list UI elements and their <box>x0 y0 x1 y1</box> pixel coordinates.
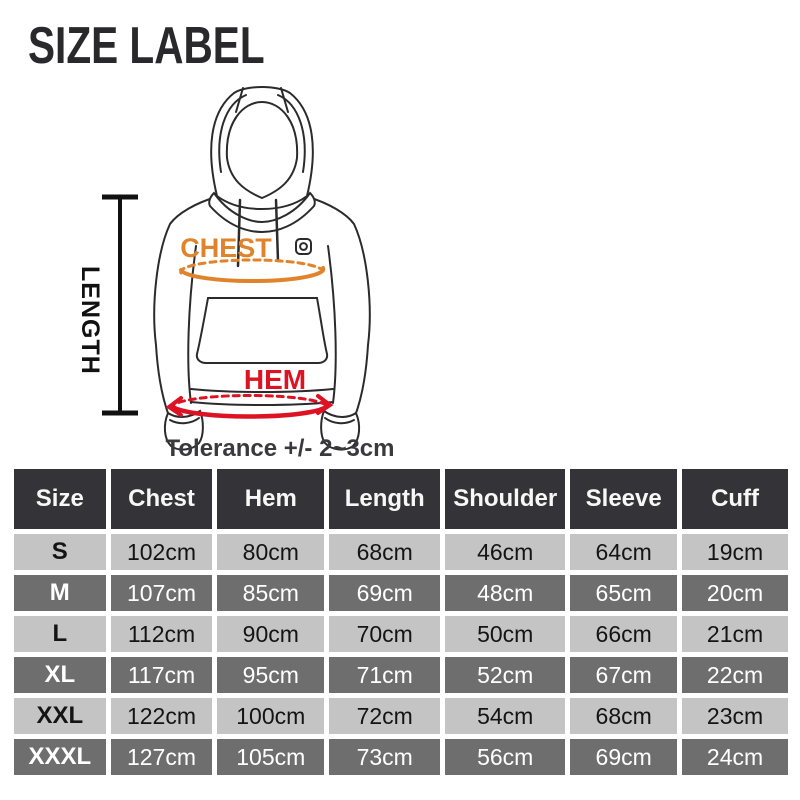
cuff-cell: 23cm <box>682 698 788 734</box>
length-measure-line <box>102 194 138 416</box>
table-row-l: L 112cm 90cm 70cm 50cm 66cm 21cm <box>14 616 788 652</box>
length-cell: 71cm <box>329 657 441 693</box>
left-sleeve-outline <box>153 196 217 417</box>
chest-cell: 122cm <box>110 698 213 734</box>
size-cell: XXXL <box>14 739 106 775</box>
shoulder-cell: 50cm <box>445 616 566 652</box>
length-cell: 70cm <box>329 616 441 652</box>
shoulder-cell: 54cm <box>445 698 566 734</box>
column-header-size: Size <box>14 469 106 529</box>
chest-ellipse-dashed-arc <box>179 258 325 275</box>
cuff-cell: 24cm <box>682 739 788 775</box>
hem-seam-line <box>190 388 334 393</box>
cuff-cell: 20cm <box>682 575 788 611</box>
shoulder-cell: 56cm <box>445 739 566 775</box>
right-drawstring <box>274 198 280 263</box>
chest-cell: 117cm <box>110 657 213 693</box>
hoodie-outline <box>153 86 371 451</box>
hem-right-arrowhead <box>316 394 334 415</box>
sleeve-cell: 67cm <box>570 657 678 693</box>
cuff-cell: 21cm <box>682 616 788 652</box>
column-header-chest: Chest <box>110 469 213 529</box>
chest-cell: 102cm <box>110 534 213 570</box>
page-title: SIZE LABEL <box>28 17 265 75</box>
size-cell: M <box>14 575 106 611</box>
sleeve-cell: 65cm <box>570 575 678 611</box>
table-row-xxl: XXL 122cm 100cm 72cm 54cm 68cm 23cm <box>14 698 788 734</box>
chest-label: CHEST <box>180 233 272 263</box>
shoulder-cell: 52cm <box>445 657 566 693</box>
hem-label: HEM <box>244 364 306 395</box>
size-table: Size Chest Hem Length Shoulder Sleeve Cu… <box>9 464 793 780</box>
column-header-length: Length <box>329 469 441 529</box>
hood-face-opening <box>225 100 299 200</box>
column-header-sleeve: Sleeve <box>570 469 678 529</box>
length-cell: 68cm <box>329 534 441 570</box>
cuff-cell: 19cm <box>682 534 788 570</box>
hem-ellipse-dashed-arc <box>169 393 329 411</box>
shoulder-cell: 46cm <box>445 534 566 570</box>
hem-cell: 100cm <box>217 698 325 734</box>
sleeve-cell: 66cm <box>570 616 678 652</box>
hem-bottom-edge <box>190 401 334 406</box>
power-button-icon <box>295 238 312 255</box>
tolerance-note: Tolerance +/- 2~3cm <box>165 435 394 462</box>
table-row-s: S 102cm 80cm 68cm 46cm 64cm 19cm <box>14 534 788 570</box>
column-header-cuff: Cuff <box>682 469 788 529</box>
hem-cell: 80cm <box>217 534 325 570</box>
sleeve-cell: 64cm <box>570 534 678 570</box>
length-label: LENGTH <box>76 266 104 375</box>
column-header-shoulder: Shoulder <box>445 469 566 529</box>
sleeve-cell: 69cm <box>570 739 678 775</box>
hood-left-seam <box>235 87 244 113</box>
hem-cell: 95cm <box>217 657 325 693</box>
length-cell: 69cm <box>329 575 441 611</box>
size-cell: L <box>14 616 106 652</box>
table-row-xl: XL 117cm 95cm 71cm 52cm 67cm 22cm <box>14 657 788 693</box>
column-header-hem: Hem <box>217 469 325 529</box>
size-cell: S <box>14 534 106 570</box>
chest-ellipse-solid-arc <box>179 266 326 284</box>
right-sleeve-outline <box>307 196 371 417</box>
left-body-seam <box>187 245 197 404</box>
chest-cell: 112cm <box>110 616 213 652</box>
size-cell: XL <box>14 657 106 693</box>
pocket-outline <box>195 297 329 364</box>
size-cell: XXL <box>14 698 106 734</box>
hem-cell: 90cm <box>217 616 325 652</box>
size-table-header-row: Size Chest Hem Length Shoulder Sleeve Cu… <box>14 469 788 529</box>
left-cuff-rim <box>169 417 200 425</box>
hem-left-arrowhead <box>165 396 183 417</box>
length-cell: 73cm <box>329 739 441 775</box>
right-body-seam <box>327 245 337 404</box>
chest-cell: 107cm <box>110 575 213 611</box>
hem-measure-ellipse <box>165 393 334 419</box>
cuff-cell: 22cm <box>682 657 788 693</box>
length-cell: 72cm <box>329 698 441 734</box>
collar-outline <box>208 191 316 234</box>
right-cuff-rim <box>324 417 355 425</box>
table-row-m: M 107cm 85cm 69cm 48cm 65cm 20cm <box>14 575 788 611</box>
table-row-xxxl: XXXL 127cm 105cm 73cm 56cm 69cm 24cm <box>14 739 788 775</box>
chest-cell: 127cm <box>110 739 213 775</box>
hood-right-seam <box>280 87 289 113</box>
hood-right-inner-edge <box>277 94 306 173</box>
shoulder-cell: 48cm <box>445 575 566 611</box>
hoodie-size-diagram: CHEST HEM LENGTH Tolerance +/- 2~3cm <box>76 86 395 462</box>
hem-cell: 85cm <box>217 575 325 611</box>
chest-measure-ellipse <box>179 258 326 284</box>
hood-left-inner-edge <box>218 94 247 173</box>
hem-cell: 105cm <box>217 739 325 775</box>
sleeve-cell: 68cm <box>570 698 678 734</box>
left-drawstring <box>236 198 242 268</box>
